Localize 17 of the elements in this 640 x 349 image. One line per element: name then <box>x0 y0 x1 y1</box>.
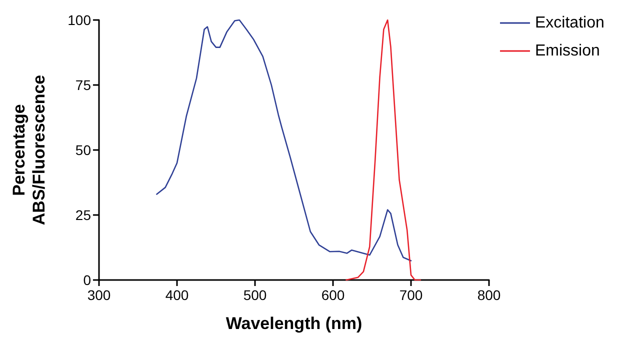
x-tick-label: 800 <box>477 287 501 303</box>
x-tick-label: 500 <box>243 287 267 303</box>
y-tick-label: 25 <box>75 207 92 223</box>
y-tick-label: 75 <box>75 77 92 93</box>
x-tick-label: 700 <box>399 287 423 303</box>
line-series <box>156 19 412 262</box>
x-axis-title: Wavelength (nm) <box>226 314 362 333</box>
x-tick-label: 300 <box>87 287 111 303</box>
x-tick-label: 400 <box>165 287 189 303</box>
legend-label: Emission <box>535 42 600 60</box>
y-tick-label: 100 <box>68 12 92 28</box>
legend-label: Excitation <box>535 14 604 32</box>
y-tick-label: 0 <box>83 272 92 288</box>
x-tick-label: 600 <box>321 287 345 303</box>
line-series <box>346 19 422 281</box>
y-axis-title: Percentage ABS/Fluorescence <box>10 74 48 226</box>
y-tick-label: 50 <box>75 142 92 158</box>
